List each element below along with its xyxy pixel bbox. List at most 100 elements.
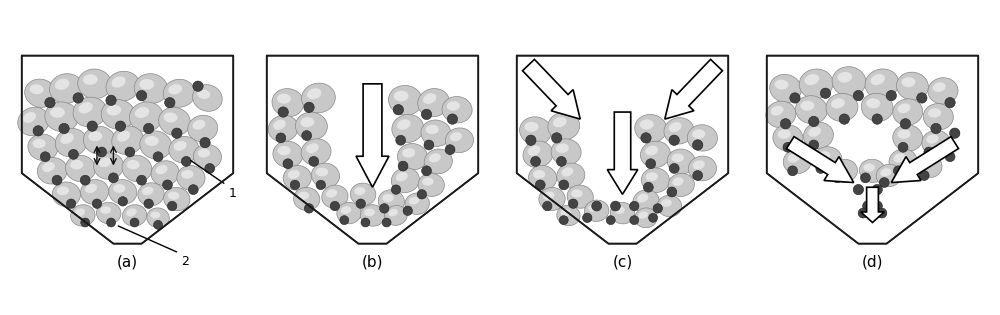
Circle shape: [398, 161, 408, 171]
Circle shape: [69, 149, 78, 159]
Circle shape: [832, 173, 842, 183]
Ellipse shape: [70, 160, 83, 169]
Ellipse shape: [880, 168, 891, 176]
Circle shape: [693, 140, 703, 150]
Circle shape: [919, 170, 929, 180]
Circle shape: [543, 201, 552, 211]
Ellipse shape: [306, 143, 319, 153]
Circle shape: [559, 216, 568, 225]
Ellipse shape: [421, 120, 451, 146]
Circle shape: [52, 175, 62, 185]
Ellipse shape: [169, 136, 199, 163]
Circle shape: [205, 163, 215, 173]
Ellipse shape: [168, 192, 179, 200]
Ellipse shape: [100, 206, 111, 214]
Ellipse shape: [893, 99, 923, 125]
Ellipse shape: [561, 167, 573, 177]
Ellipse shape: [640, 141, 670, 168]
Ellipse shape: [30, 84, 44, 94]
Ellipse shape: [307, 88, 321, 99]
Circle shape: [606, 216, 615, 225]
Circle shape: [361, 218, 370, 227]
Ellipse shape: [197, 89, 210, 99]
Circle shape: [87, 121, 97, 131]
Ellipse shape: [614, 206, 625, 214]
Ellipse shape: [52, 182, 80, 207]
Ellipse shape: [560, 209, 571, 216]
Circle shape: [583, 213, 592, 222]
Ellipse shape: [83, 126, 115, 154]
Ellipse shape: [788, 153, 800, 163]
Ellipse shape: [866, 98, 880, 108]
Circle shape: [552, 133, 562, 143]
Ellipse shape: [378, 190, 404, 213]
Ellipse shape: [635, 208, 657, 228]
Circle shape: [924, 147, 934, 157]
Ellipse shape: [664, 117, 694, 144]
Circle shape: [193, 81, 203, 91]
Ellipse shape: [75, 209, 85, 216]
Ellipse shape: [42, 162, 55, 172]
Ellipse shape: [88, 131, 102, 141]
Ellipse shape: [164, 187, 190, 211]
Ellipse shape: [831, 98, 845, 108]
Ellipse shape: [826, 93, 858, 121]
Ellipse shape: [775, 80, 789, 89]
Ellipse shape: [397, 119, 411, 130]
Ellipse shape: [79, 102, 93, 113]
Circle shape: [403, 206, 412, 215]
Circle shape: [809, 116, 819, 127]
Ellipse shape: [897, 72, 928, 100]
Ellipse shape: [832, 67, 866, 96]
Circle shape: [396, 135, 406, 145]
Ellipse shape: [805, 74, 819, 85]
Ellipse shape: [341, 206, 351, 214]
Ellipse shape: [273, 141, 303, 168]
Circle shape: [200, 137, 210, 148]
Ellipse shape: [193, 84, 222, 111]
Circle shape: [115, 121, 126, 131]
Circle shape: [535, 180, 545, 190]
Circle shape: [154, 220, 163, 229]
Ellipse shape: [645, 146, 658, 156]
Ellipse shape: [106, 105, 121, 116]
Polygon shape: [356, 84, 389, 187]
Ellipse shape: [397, 144, 427, 170]
Ellipse shape: [122, 155, 152, 182]
Ellipse shape: [106, 71, 140, 101]
Text: 2: 2: [182, 255, 189, 268]
Circle shape: [559, 180, 569, 190]
Ellipse shape: [391, 168, 419, 192]
Ellipse shape: [588, 204, 599, 212]
Ellipse shape: [101, 100, 135, 129]
Ellipse shape: [122, 205, 147, 226]
Circle shape: [931, 123, 941, 134]
Ellipse shape: [897, 129, 911, 139]
Ellipse shape: [901, 77, 915, 87]
Ellipse shape: [50, 74, 83, 103]
Circle shape: [33, 126, 43, 136]
Ellipse shape: [78, 69, 112, 99]
Circle shape: [422, 166, 431, 176]
Text: (a): (a): [117, 255, 138, 270]
Ellipse shape: [672, 177, 684, 186]
Ellipse shape: [134, 74, 168, 103]
Ellipse shape: [156, 165, 168, 174]
Ellipse shape: [800, 101, 814, 111]
Ellipse shape: [831, 159, 857, 182]
Ellipse shape: [111, 76, 126, 88]
Circle shape: [945, 152, 955, 162]
Ellipse shape: [523, 141, 553, 168]
Ellipse shape: [302, 83, 335, 113]
Ellipse shape: [893, 125, 923, 151]
Circle shape: [898, 142, 908, 152]
Polygon shape: [861, 187, 884, 222]
Ellipse shape: [25, 79, 56, 107]
Polygon shape: [523, 59, 580, 119]
Polygon shape: [665, 59, 722, 119]
Ellipse shape: [65, 155, 96, 182]
Ellipse shape: [424, 149, 452, 174]
Ellipse shape: [96, 203, 121, 224]
Ellipse shape: [138, 183, 164, 206]
Circle shape: [316, 180, 326, 190]
